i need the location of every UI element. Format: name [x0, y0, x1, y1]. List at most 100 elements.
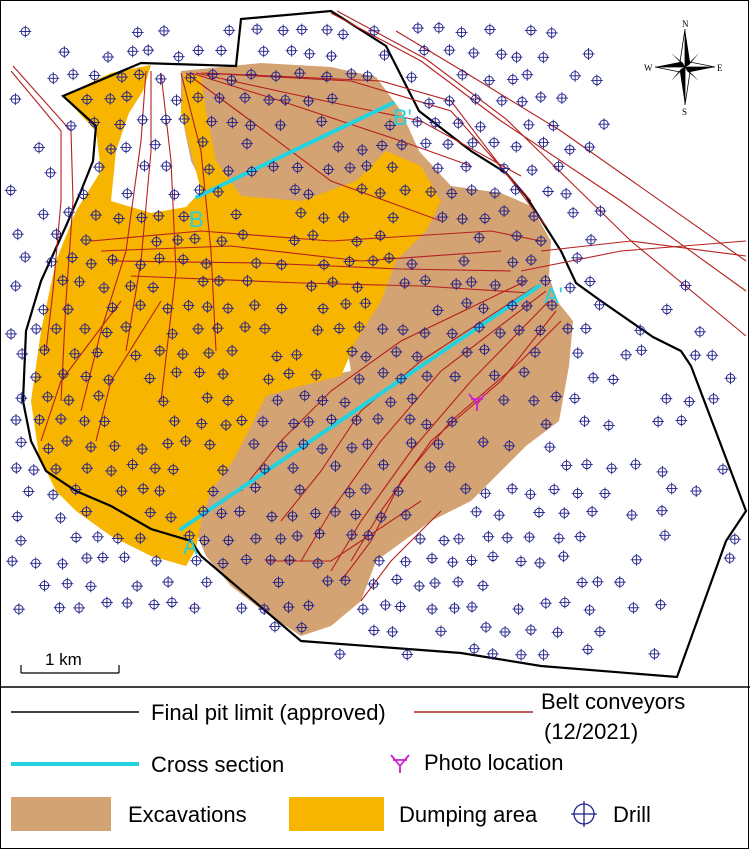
drill-icon [375, 511, 388, 524]
drill-icon [501, 531, 514, 544]
drill-icon [506, 73, 519, 86]
drill-icon [256, 415, 269, 428]
legend-label-photo-location: Photo location [424, 750, 563, 775]
drill-icon [493, 509, 506, 522]
drill-icon [398, 277, 411, 290]
drill-icon [54, 511, 67, 524]
drill-icon [165, 596, 178, 609]
drill-icon [249, 532, 262, 545]
drill-icon [552, 532, 565, 545]
drill-icon [522, 118, 535, 131]
drill-icon [537, 648, 550, 661]
drill-icon [448, 602, 461, 615]
drill-icon [602, 419, 615, 432]
drill-icon [349, 508, 362, 521]
drill-icon [560, 187, 573, 200]
drill-icon [250, 257, 263, 270]
drill-icon [241, 274, 254, 287]
drill-icon [233, 505, 246, 518]
drill-icon [360, 350, 372, 363]
drill-icon [137, 482, 150, 495]
drill-icon [162, 576, 175, 588]
drill-icon [293, 67, 306, 80]
drill-icon [112, 212, 125, 225]
drill-icon [121, 597, 134, 609]
drill-icon [192, 322, 205, 335]
drill-icon [629, 458, 642, 471]
drill-icon [61, 577, 74, 590]
drill-icon [136, 113, 149, 126]
drill-icon [126, 458, 139, 471]
drill-icon [377, 458, 390, 471]
drill-icon [394, 600, 407, 613]
drill-icon [196, 136, 209, 148]
drill-icon [121, 187, 134, 200]
drill-icon [524, 623, 537, 636]
drill-icon [476, 579, 489, 592]
drill-icon [346, 345, 359, 358]
drill-icon [37, 208, 50, 221]
drill-icon [19, 25, 32, 38]
drill-icon [436, 211, 449, 224]
drill-icon [206, 68, 219, 81]
drill-icon [37, 303, 50, 316]
drill-icon [419, 274, 432, 287]
drill-icon [452, 575, 465, 588]
drill-icon [424, 461, 437, 473]
drill-icon [426, 603, 439, 616]
drill-icon [445, 187, 458, 200]
drill-icon [333, 322, 346, 335]
drill-icon [222, 164, 235, 177]
drill-icon [395, 372, 408, 385]
drill-icon [557, 550, 570, 563]
drill-icon [80, 234, 92, 246]
drill-icon [216, 464, 229, 477]
drill-icon [546, 299, 558, 312]
drill-icon [69, 483, 82, 496]
drill-icon [265, 510, 278, 523]
drill-icon [68, 347, 81, 360]
drill-icon [537, 51, 550, 64]
drill-icon [434, 625, 447, 638]
drill-icon [217, 557, 229, 570]
drill-icon [98, 281, 110, 294]
drill-icon [411, 350, 424, 363]
legend-swatch-excavations [11, 797, 111, 831]
drill-icon [115, 71, 128, 84]
drill-icon [656, 504, 668, 517]
drill-icon [154, 72, 167, 85]
drill-icon [723, 552, 736, 565]
drill-icon [571, 347, 584, 360]
drill-icon [414, 532, 427, 545]
drill-icon [524, 24, 537, 37]
drill-icon [478, 212, 491, 225]
drill-icon [148, 598, 161, 611]
drill-icon [350, 235, 363, 248]
drill-icon [405, 437, 418, 449]
final-pit-limit [21, 9, 748, 679]
drill-icon [33, 413, 46, 426]
drill-icon [193, 184, 206, 196]
drill-icon [268, 620, 281, 633]
scale-bar [20, 665, 120, 674]
drill-icon [581, 643, 594, 656]
drill-icon [294, 206, 307, 219]
drill-icon [590, 74, 603, 87]
drill-icon [249, 481, 262, 494]
drill-icon [102, 373, 115, 386]
drill-icon [598, 118, 610, 131]
drill-icon [648, 647, 661, 660]
drill-icon [184, 71, 197, 84]
drill-icon [706, 349, 719, 362]
drill-icon [244, 119, 257, 132]
drill-icon [654, 598, 667, 611]
drill-icon [561, 322, 574, 335]
drill-icon [91, 530, 104, 543]
drill-icon [397, 323, 409, 336]
drill-icon [418, 44, 431, 57]
legend-swatch-photo-location [390, 754, 410, 773]
drill-icon [506, 256, 519, 269]
drill-icon [466, 600, 478, 613]
drill-icon [390, 573, 403, 586]
drill-icon [488, 136, 501, 149]
